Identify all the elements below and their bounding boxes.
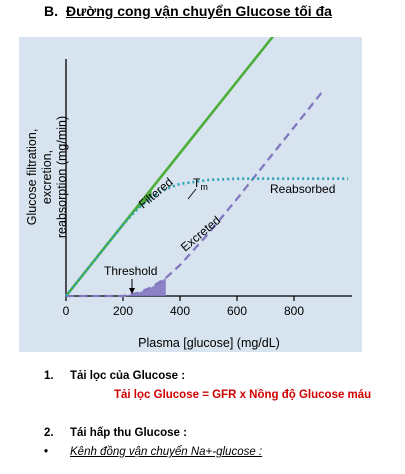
- x-tick-label: 800: [284, 304, 304, 318]
- x-tick-label: 400: [170, 304, 190, 318]
- section-heading: B. Đường cong vận chuyển Glucose tối đa: [44, 3, 332, 19]
- label-filtered: Filtered: [136, 175, 176, 211]
- series-line-reabsorbed: [64, 177, 349, 297]
- label-tm: Tm: [193, 176, 208, 192]
- label-excreted: Excreted: [178, 213, 223, 254]
- x-tick-label: 600: [227, 304, 247, 318]
- bullet-item: • Kênh đồng vận chuyển Na+-glucose :: [44, 446, 262, 458]
- item-number: 1.: [44, 370, 54, 382]
- excreted-area: [123, 278, 166, 296]
- item-label: Tải lọc của Glucose :: [70, 370, 186, 382]
- chart-svg: 0 200 400 600 800 Filtered Excreted Reabsorb…: [25, 37, 352, 350]
- bullet-text: Kênh đồng vận chuyển Na+-glucose :: [70, 446, 263, 458]
- label-reabsorbed: Reabsorbed: [270, 182, 335, 196]
- x-axis-label: Plasma [glucose] (mg/dL): [138, 336, 280, 350]
- item-reabsorption: 2. Tái hấp thu Glucose :: [44, 427, 187, 439]
- series-line-excreted: [66, 90, 324, 298]
- section-title: Đường cong vận chuyển Glucose tối đa: [66, 3, 332, 19]
- series-line-filtered: [64, 37, 275, 297]
- tm-pointer: [187, 188, 197, 200]
- y-axis-label: Glucose filtration,excretion,reabsorptio…: [25, 116, 69, 238]
- glucose-transport-chart: 0 200 400 600 800 Filtered Excreted Reabsorb…: [19, 37, 362, 352]
- bullet-icon: •: [44, 446, 49, 458]
- section-number: B.: [44, 3, 58, 19]
- item-filtered-load: 1. Tải lọc của Glucose :: [44, 370, 185, 382]
- x-tick-label: 0: [63, 304, 70, 318]
- item-label: Tái hấp thu Glucose :: [70, 427, 187, 439]
- item-number: 2.: [44, 427, 54, 439]
- x-tick-label: 200: [113, 304, 133, 318]
- label-threshold: Threshold: [104, 264, 157, 278]
- filtered-load-formula: Tải lọc Glucose = GFR x Nồng độ Glucose …: [114, 389, 372, 401]
